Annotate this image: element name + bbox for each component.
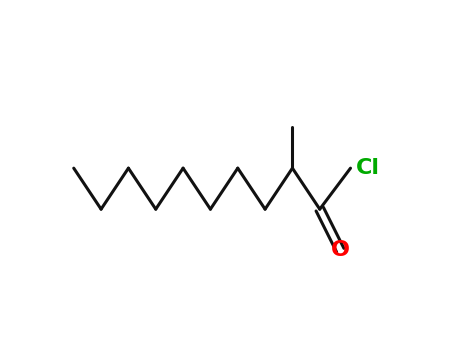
Text: Cl: Cl <box>356 158 379 178</box>
Text: O: O <box>331 240 350 260</box>
